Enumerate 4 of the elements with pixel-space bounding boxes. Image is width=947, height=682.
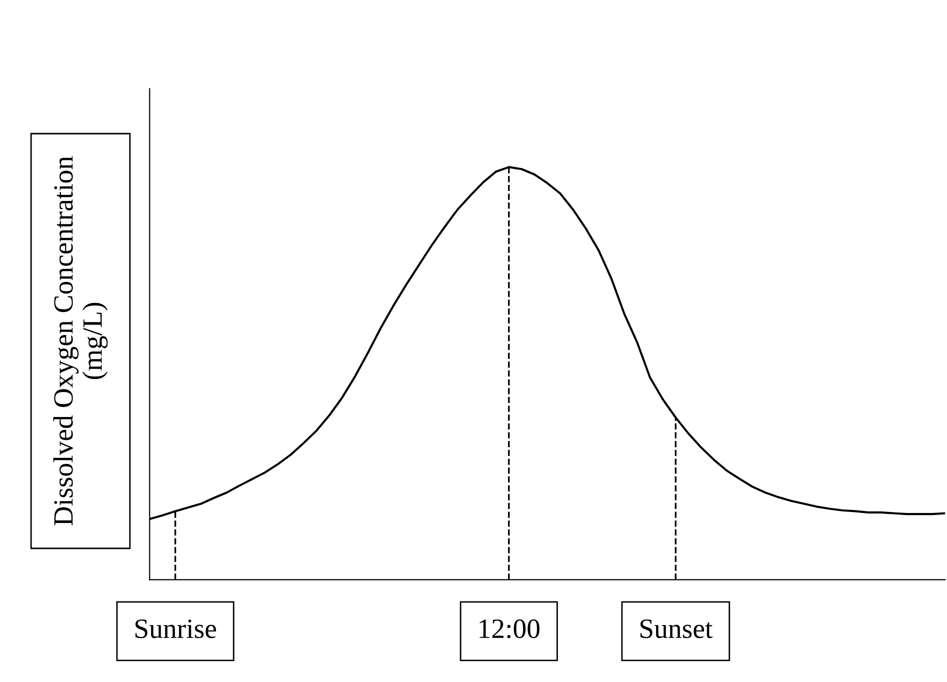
y-axis-title: Dissolved Oxygen Concentration (mg/L) [53, 156, 108, 526]
x-tick-label: Sunrise [135, 619, 216, 638]
x-tick-label: Sunset [640, 619, 713, 638]
x-tick-label: 12:00 [480, 619, 540, 638]
